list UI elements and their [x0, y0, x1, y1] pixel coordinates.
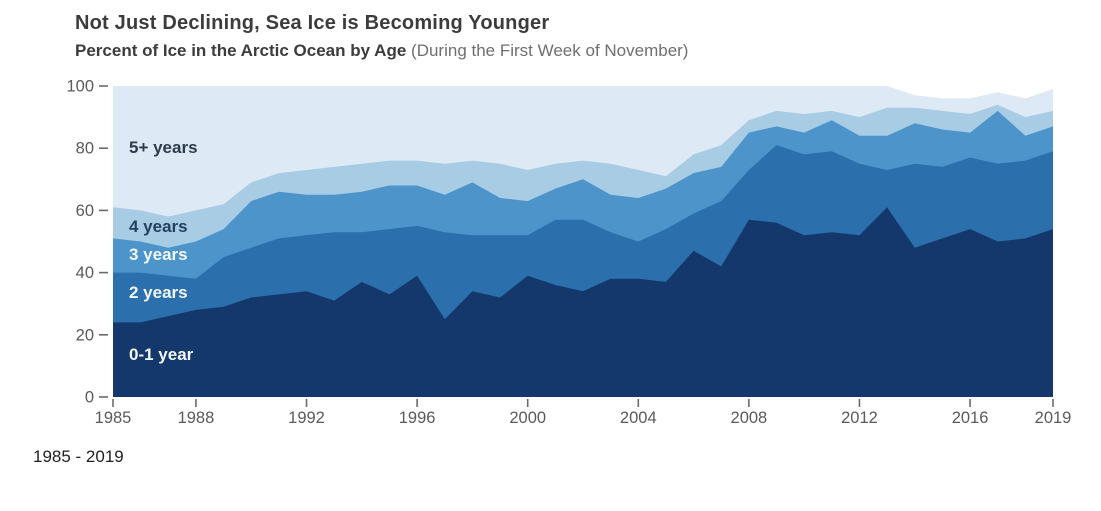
x-axis-tick-label: 1988 — [178, 409, 215, 427]
date-range-caption: 1985 - 2019 — [33, 447, 124, 466]
chart-subtitle-note: (During the First Week of November) — [411, 41, 689, 60]
x-axis-tick-label: 2019 — [1035, 409, 1072, 427]
y-axis-tick-label: 100 — [66, 78, 94, 96]
x-axis-tick-label: 1992 — [288, 409, 325, 427]
chart-subtitle: Percent of Ice in the Arctic Ocean by Ag… — [75, 41, 688, 61]
x-axis-tick-label: 2008 — [731, 409, 768, 427]
band-label-5plus-years: 5+ years — [129, 138, 198, 157]
band-label-2-years: 2 years — [129, 283, 188, 302]
x-axis-tick-label: 1985 — [95, 409, 132, 427]
x-axis-tick-label: 2012 — [841, 409, 878, 427]
y-axis-tick-label: 0 — [85, 389, 94, 407]
y-axis-tick-label: 40 — [76, 264, 94, 282]
y-axis-tick-label: 80 — [76, 140, 94, 158]
chart-subtitle-main: Percent of Ice in the Arctic Ocean by Ag… — [75, 41, 407, 60]
y-axis-tick-label: 20 — [76, 326, 94, 344]
x-axis-tick-label: 2000 — [509, 409, 546, 427]
x-axis-tick-label: 1996 — [399, 409, 436, 427]
chart-title: Not Just Declining, Sea Ice is Becoming … — [75, 12, 550, 34]
band-label-0-1-year: 0-1 year — [129, 345, 194, 364]
area-band-0-1-year — [113, 207, 1053, 397]
band-label-3-years: 3 years — [129, 245, 188, 264]
y-axis-tick-label: 60 — [76, 202, 94, 220]
x-axis-tick-label: 2004 — [620, 409, 657, 427]
x-axis-tick-label: 2016 — [952, 409, 989, 427]
band-label-4-years: 4 years — [129, 217, 188, 236]
